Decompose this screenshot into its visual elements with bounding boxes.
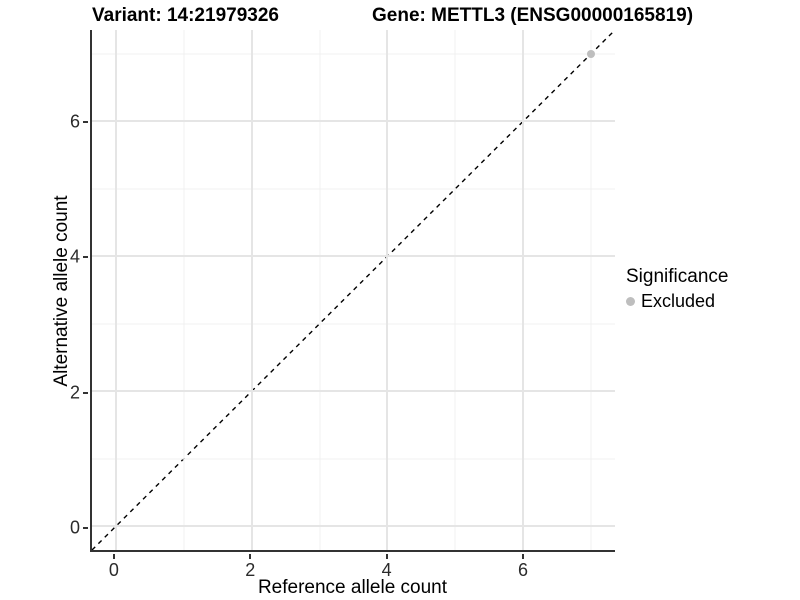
legend-entry-excluded: Excluded (626, 291, 728, 312)
y-tick-label: 4 (69, 246, 80, 267)
y-tick-label: 6 (69, 111, 80, 132)
plot-panel-inner (92, 30, 615, 550)
minor-gridline-y (92, 458, 615, 460)
x-axis-tick (249, 554, 252, 559)
x-axis-tick (521, 554, 524, 559)
data-point (587, 49, 596, 58)
y-tick-label: 2 (69, 382, 80, 403)
major-gridline-x (522, 30, 525, 550)
minor-gridline-x (454, 30, 456, 550)
plot-title-variant: Variant: 14:21979326 (92, 5, 279, 26)
identity-reference-line (92, 30, 615, 550)
y-axis-title: Alternative allele count (51, 195, 72, 387)
y-tick-label: 0 (69, 517, 80, 538)
minor-gridline-x (590, 30, 592, 550)
plot-panel (90, 30, 615, 552)
plot-title-gene: Gene: METTL3 (ENSG00000165819) (372, 5, 694, 26)
x-tick-label: 6 (517, 560, 528, 580)
legend-title: Significance (626, 266, 729, 287)
major-gridline-x (386, 30, 389, 550)
minor-gridline-x (319, 30, 321, 550)
major-gridline-y (92, 255, 615, 258)
major-gridline-x (250, 30, 253, 550)
y-axis-tick (83, 527, 88, 530)
x-tick-label: 0 (108, 560, 119, 580)
major-gridline-y (92, 390, 615, 393)
legend-entry-label: Excluded (641, 291, 716, 311)
x-tick-label: 4 (381, 560, 392, 580)
minor-gridline-x (183, 30, 185, 550)
major-gridline-y (92, 525, 615, 528)
major-gridline-x (114, 30, 117, 550)
minor-gridline-y (92, 323, 615, 325)
minor-gridline-y (92, 188, 615, 190)
y-axis-tick (83, 256, 88, 259)
excluded-point-icon (626, 297, 635, 306)
major-gridline-y (92, 120, 615, 123)
x-axis-tick (385, 554, 388, 559)
x-axis-tick (112, 554, 115, 559)
legend: Significance Excluded (626, 266, 728, 312)
x-axis-title: Reference allele count (257, 577, 448, 598)
x-tick-label: 2 (245, 560, 256, 580)
y-axis-tick (83, 120, 88, 123)
minor-gridline-y (92, 53, 615, 55)
y-axis-tick (83, 391, 88, 394)
